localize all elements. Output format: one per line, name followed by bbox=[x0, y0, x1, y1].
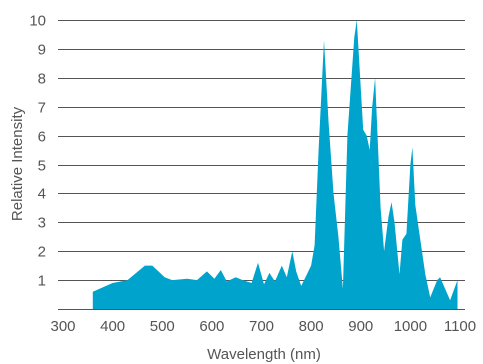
x-tick-1000: 1000 bbox=[394, 318, 427, 335]
y-axis-title: Relative Intensity bbox=[9, 106, 26, 221]
grid-lines bbox=[58, 20, 465, 281]
y-tick-7: 7 bbox=[38, 100, 46, 117]
x-tick-1100: 1100 bbox=[444, 318, 476, 335]
x-tick-500: 500 bbox=[150, 318, 175, 335]
y-tick-9: 9 bbox=[38, 42, 46, 59]
x-tick-labels: 300 400 500 600 700 800 900 1000 1100 bbox=[50, 318, 476, 335]
y-tick-2: 2 bbox=[38, 244, 46, 261]
y-tick-1: 1 bbox=[38, 273, 46, 290]
y-tick-3: 3 bbox=[38, 215, 46, 232]
x-tick-800: 800 bbox=[299, 318, 324, 335]
y-tick-4: 4 bbox=[38, 186, 46, 203]
x-axis-title: Wavelength (nm) bbox=[207, 346, 321, 363]
y-tick-8: 8 bbox=[38, 71, 46, 88]
y-tick-6: 6 bbox=[38, 129, 46, 146]
x-tick-600: 600 bbox=[199, 318, 224, 335]
y-tick-5: 5 bbox=[38, 158, 46, 175]
spectrum-area bbox=[92, 20, 458, 309]
x-tick-300: 300 bbox=[50, 318, 75, 335]
x-tick-700: 700 bbox=[249, 318, 274, 335]
y-tick-labels: 1 2 3 4 5 6 7 8 9 10 bbox=[29, 13, 46, 290]
x-tick-400: 400 bbox=[100, 318, 125, 335]
y-tick-10: 10 bbox=[29, 13, 46, 30]
x-tick-900: 900 bbox=[348, 318, 373, 335]
